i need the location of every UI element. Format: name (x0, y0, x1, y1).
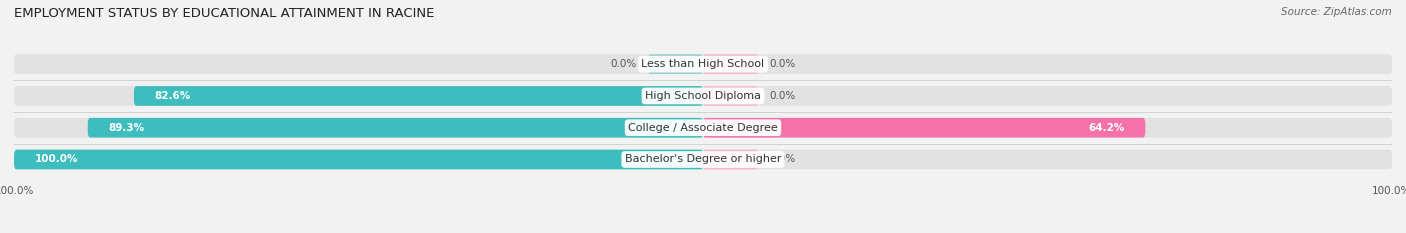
FancyBboxPatch shape (14, 150, 703, 169)
Text: College / Associate Degree: College / Associate Degree (628, 123, 778, 133)
Text: High School Diploma: High School Diploma (645, 91, 761, 101)
Text: 0.0%: 0.0% (769, 154, 796, 164)
FancyBboxPatch shape (134, 86, 703, 106)
FancyBboxPatch shape (14, 150, 1392, 169)
Text: 82.6%: 82.6% (155, 91, 191, 101)
Text: 0.0%: 0.0% (769, 59, 796, 69)
Text: Less than High School: Less than High School (641, 59, 765, 69)
Text: 0.0%: 0.0% (769, 91, 796, 101)
FancyBboxPatch shape (14, 86, 1392, 106)
FancyBboxPatch shape (14, 118, 1392, 137)
FancyBboxPatch shape (703, 54, 758, 74)
Text: EMPLOYMENT STATUS BY EDUCATIONAL ATTAINMENT IN RACINE: EMPLOYMENT STATUS BY EDUCATIONAL ATTAINM… (14, 7, 434, 20)
Legend: In Labor Force, Unemployed: In Labor Force, Unemployed (599, 230, 807, 233)
FancyBboxPatch shape (87, 118, 703, 137)
Text: 0.0%: 0.0% (610, 59, 637, 69)
FancyBboxPatch shape (703, 118, 1146, 137)
Text: 100.0%: 100.0% (35, 154, 79, 164)
Text: 64.2%: 64.2% (1088, 123, 1125, 133)
Text: Bachelor's Degree or higher: Bachelor's Degree or higher (624, 154, 782, 164)
FancyBboxPatch shape (703, 86, 758, 106)
FancyBboxPatch shape (14, 54, 1392, 74)
Text: Source: ZipAtlas.com: Source: ZipAtlas.com (1281, 7, 1392, 17)
FancyBboxPatch shape (648, 54, 703, 74)
Text: 89.3%: 89.3% (108, 123, 145, 133)
FancyBboxPatch shape (703, 150, 758, 169)
